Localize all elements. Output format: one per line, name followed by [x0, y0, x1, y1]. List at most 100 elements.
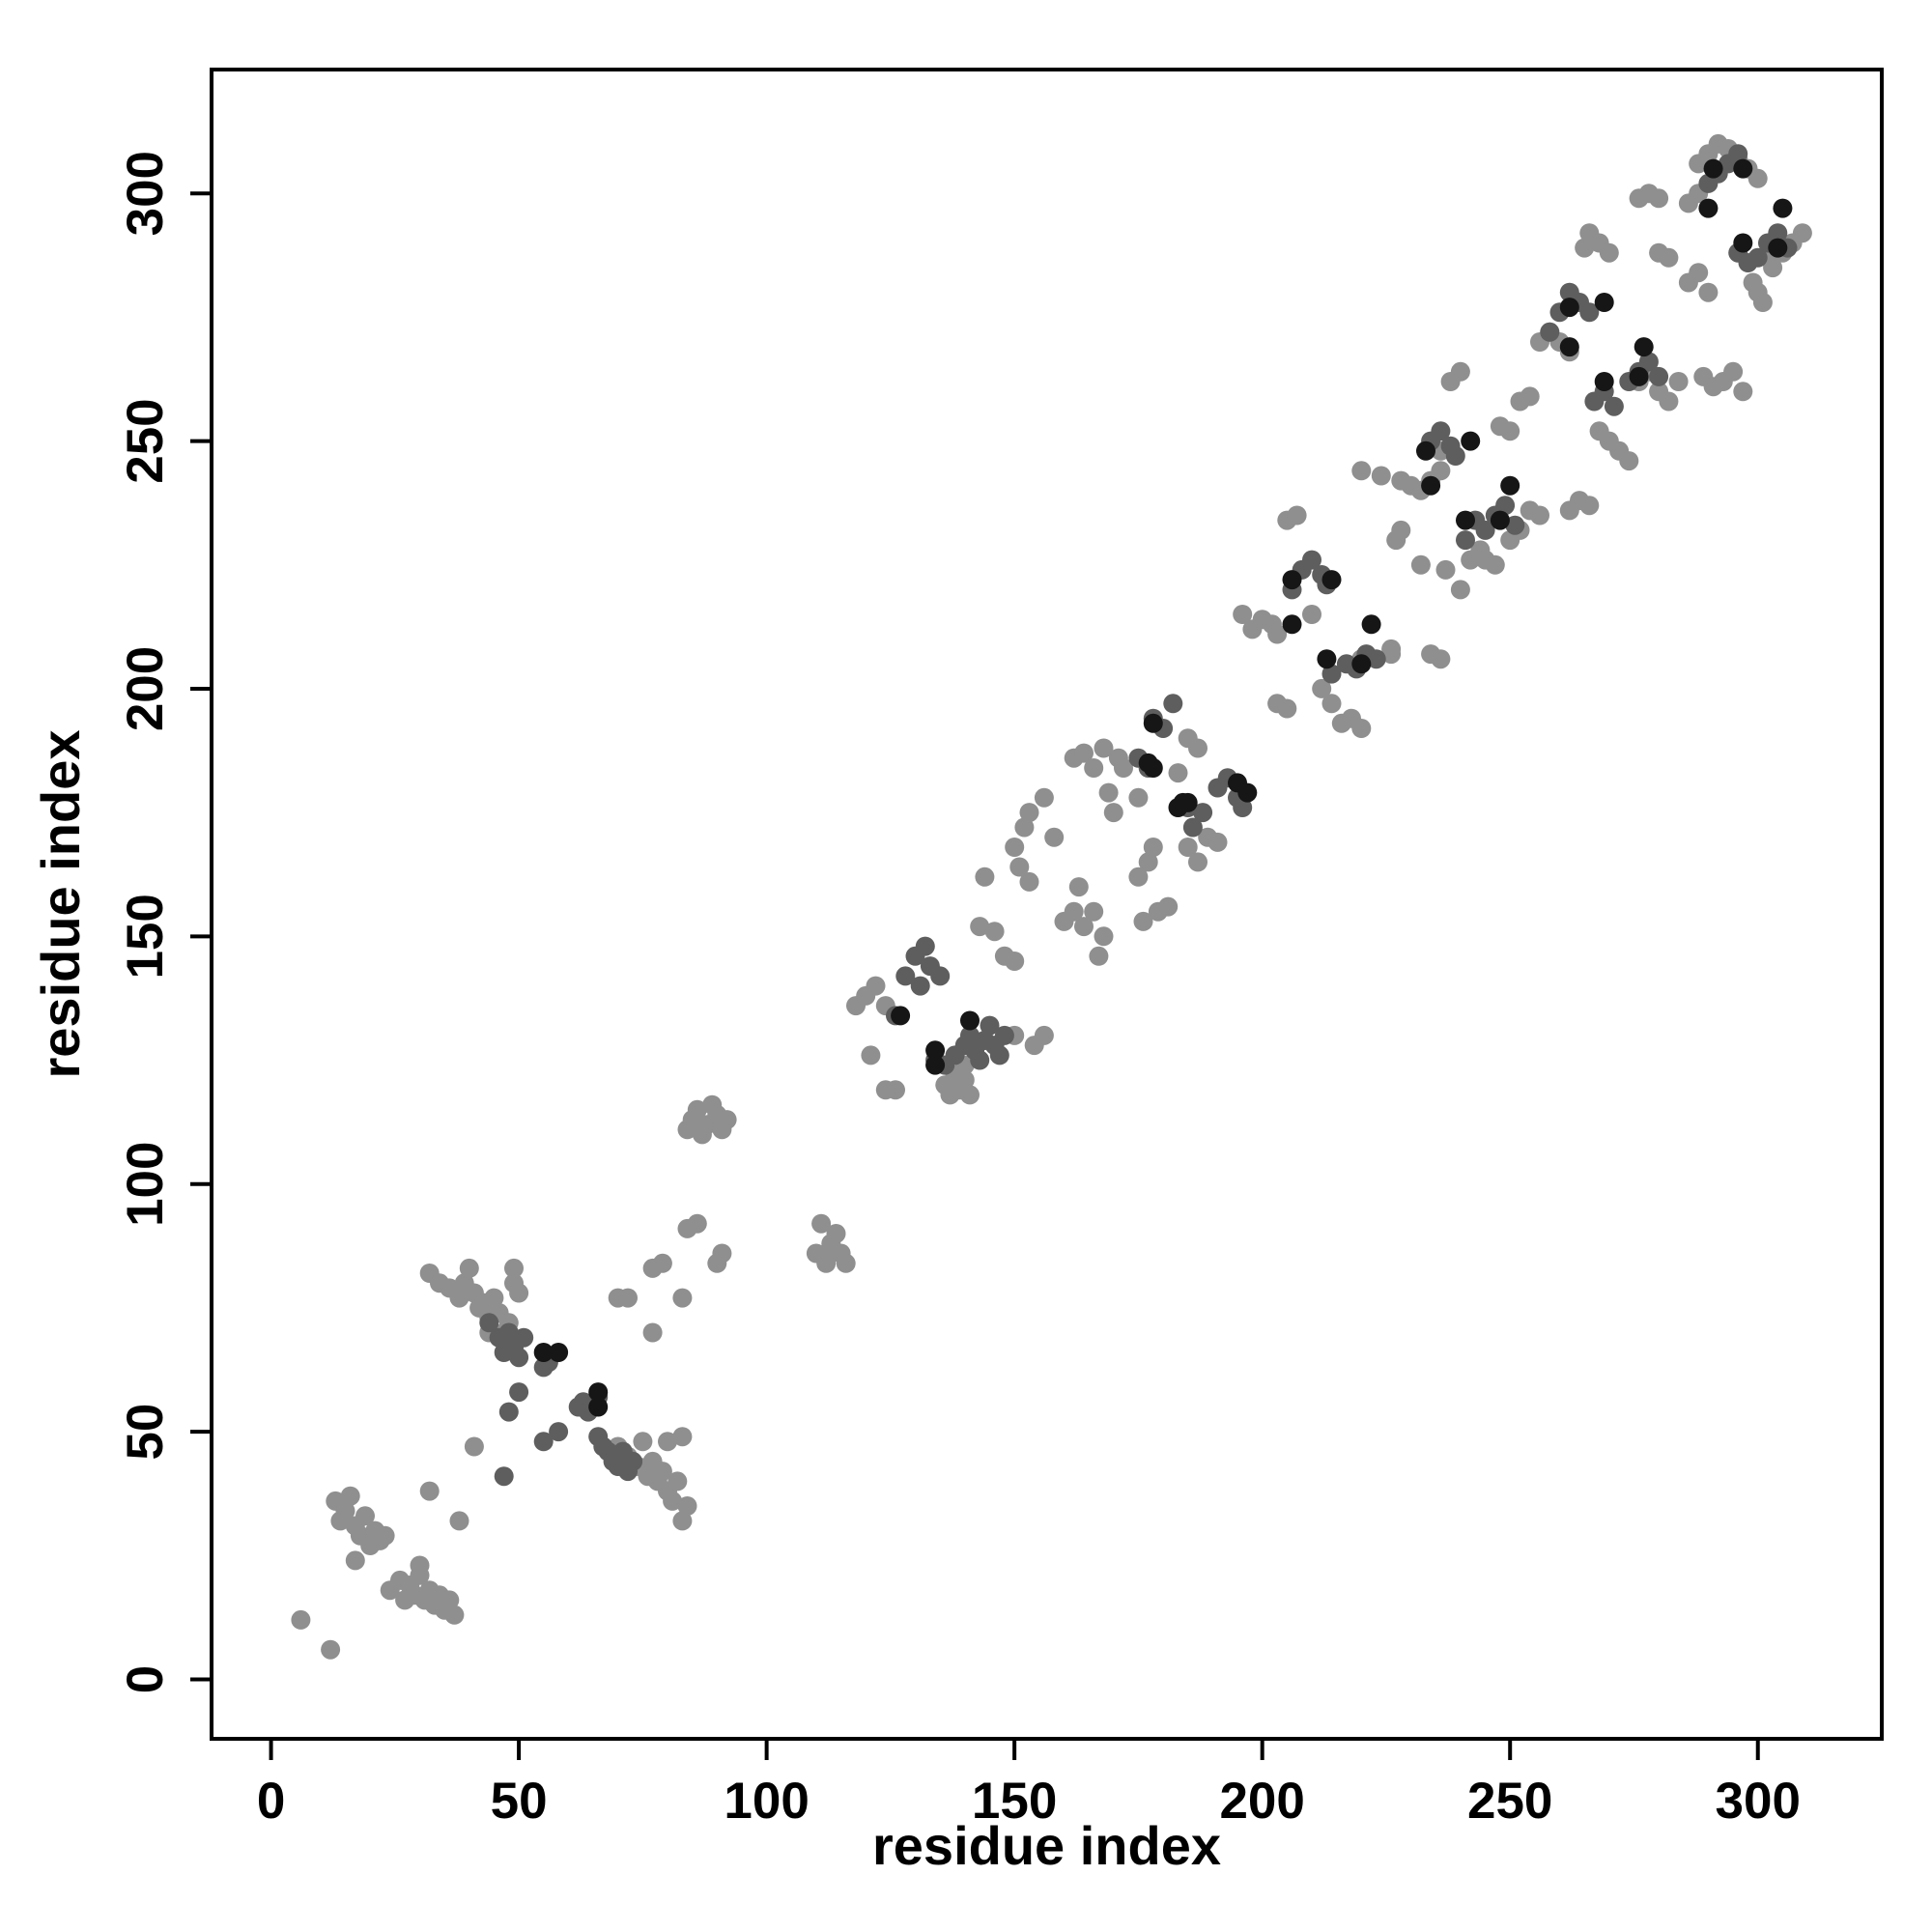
scatter-point — [672, 1288, 693, 1308]
scatter-point — [459, 1258, 479, 1278]
scatter-point — [291, 1609, 311, 1630]
scatter-point — [1619, 451, 1639, 471]
scatter-point — [1559, 337, 1579, 357]
scatter-point — [1575, 238, 1595, 258]
scatter-point — [623, 1451, 643, 1471]
scatter-point — [1559, 298, 1579, 318]
y-tick-label: 250 — [117, 398, 174, 483]
scatter-point — [1747, 247, 1768, 268]
scatter-point — [1510, 391, 1530, 412]
scatter-point — [960, 1025, 980, 1045]
scatter-point — [1768, 223, 1788, 243]
scatter-point — [1416, 440, 1435, 461]
scatter-point — [925, 1040, 946, 1061]
scatter-point — [1128, 787, 1149, 808]
scatter-point — [1233, 798, 1253, 817]
scatter-point — [1114, 758, 1133, 778]
scatter-point — [1659, 391, 1679, 412]
x-tick-label: 300 — [1716, 1773, 1801, 1830]
scatter-point — [449, 1288, 469, 1308]
scatter-point — [504, 1258, 524, 1278]
scatter-point — [355, 1506, 375, 1526]
scatter-point — [1084, 758, 1104, 778]
scatter-point — [498, 1322, 519, 1343]
scatter-point — [970, 917, 990, 937]
scatter-point — [861, 1045, 881, 1065]
scatter-point — [1321, 664, 1342, 684]
scatter-point — [1445, 446, 1465, 466]
scatter-point — [1530, 505, 1549, 526]
scatter-point — [668, 1471, 688, 1492]
scatter-point — [663, 1491, 683, 1511]
scatter-point — [970, 1050, 990, 1070]
scatter-point — [618, 1288, 638, 1308]
scatter-point — [1431, 421, 1451, 441]
scatter-point — [1019, 871, 1039, 892]
scatter-point — [1163, 694, 1183, 714]
scatter-point — [1068, 877, 1089, 897]
scatter-point — [464, 1436, 484, 1457]
scatter-point — [549, 1343, 569, 1362]
scatter-point — [875, 1080, 895, 1100]
scatter-point — [1277, 698, 1297, 719]
y-tick-label: 300 — [117, 151, 174, 236]
scatter-point — [1188, 738, 1208, 758]
scatter-point — [984, 922, 1005, 942]
scatter-point — [1594, 293, 1614, 312]
scatter-point — [1064, 901, 1084, 922]
scatter-point — [1267, 624, 1288, 644]
scatter-point — [1733, 233, 1753, 253]
scatter-point — [1044, 827, 1065, 847]
x-tick-label: 150 — [972, 1773, 1057, 1830]
scatter-point — [930, 966, 951, 986]
scatter-point — [1792, 223, 1812, 243]
scatter-point — [1143, 713, 1163, 733]
scatter-point — [444, 1605, 465, 1625]
x-tick-label: 100 — [724, 1773, 809, 1830]
scatter-point — [1728, 144, 1748, 164]
scatter-point — [1698, 282, 1719, 302]
scatter-point — [533, 1432, 554, 1452]
scatter-point — [707, 1253, 727, 1273]
scatter-point — [1450, 361, 1470, 382]
scatter-point — [1456, 530, 1475, 551]
scatter-point — [1317, 649, 1337, 669]
scatter-point — [642, 1322, 663, 1343]
scatter-point — [1386, 530, 1406, 551]
scatter-point — [1599, 242, 1619, 263]
scatter-point — [514, 1327, 534, 1348]
scatter-point — [1490, 510, 1510, 530]
scatter-point — [1351, 461, 1372, 481]
scatter-point — [1084, 901, 1104, 922]
scatter-point — [910, 976, 930, 996]
scatter-point — [1698, 198, 1719, 218]
scatter-point — [672, 1511, 693, 1531]
scatter-point — [1485, 554, 1505, 575]
scatter-point — [330, 1511, 351, 1531]
scatter-point — [954, 1070, 975, 1090]
scatter-point — [1649, 366, 1669, 386]
scatter-point — [652, 1253, 672, 1273]
scatter-point — [1158, 896, 1179, 917]
x-tick-label: 50 — [491, 1773, 548, 1830]
x-axis: 0 50 100 150 200 250 300 — [257, 1739, 1801, 1830]
scatter-point — [1723, 361, 1744, 382]
scatter-point — [1074, 743, 1094, 763]
scatter-point — [980, 1015, 1000, 1036]
scatter-point — [509, 1283, 529, 1303]
scatter-point — [1431, 461, 1451, 481]
scatter-point — [1638, 352, 1659, 372]
scatter-point — [509, 1348, 529, 1368]
y-tick-label: 0 — [117, 1665, 174, 1693]
scatter-point — [1371, 466, 1391, 486]
scatter-point — [484, 1288, 504, 1308]
scatter-point — [1019, 803, 1039, 823]
scatter-point — [479, 1313, 499, 1333]
scatter-point — [1182, 817, 1203, 838]
scatter-point — [1193, 803, 1213, 823]
scatter-point — [494, 1466, 514, 1487]
x-tick-label: 0 — [257, 1773, 285, 1830]
scatter-point — [1410, 554, 1431, 575]
scatter-point — [533, 1343, 554, 1362]
